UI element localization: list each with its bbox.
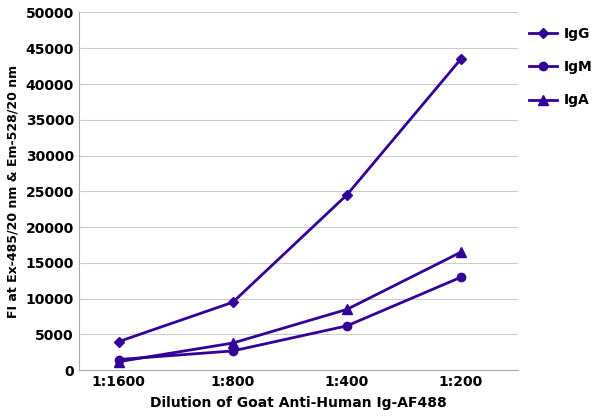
X-axis label: Dilution of Goat Anti-Human Ig-AF488: Dilution of Goat Anti-Human Ig-AF488 [150, 396, 447, 410]
IgM [457, 275, 464, 280]
Legend: IgG, IgM, IgA: IgG, IgM, IgA [529, 27, 593, 108]
IgM [229, 349, 236, 354]
IgA [457, 250, 464, 255]
IgG [457, 56, 464, 61]
IgG [229, 300, 236, 305]
Line: IgG: IgG [115, 55, 464, 345]
Line: IgM: IgM [115, 273, 465, 364]
IgM [115, 357, 122, 362]
IgA [343, 307, 350, 312]
IgA [229, 341, 236, 346]
IgM [343, 323, 350, 328]
IgG [115, 339, 122, 344]
Line: IgA: IgA [114, 247, 466, 367]
IgA [115, 359, 122, 364]
IgG [343, 192, 350, 197]
Y-axis label: FI at Ex-485/20 nm & Em-528/20 nm: FI at Ex-485/20 nm & Em-528/20 nm [7, 65, 20, 318]
